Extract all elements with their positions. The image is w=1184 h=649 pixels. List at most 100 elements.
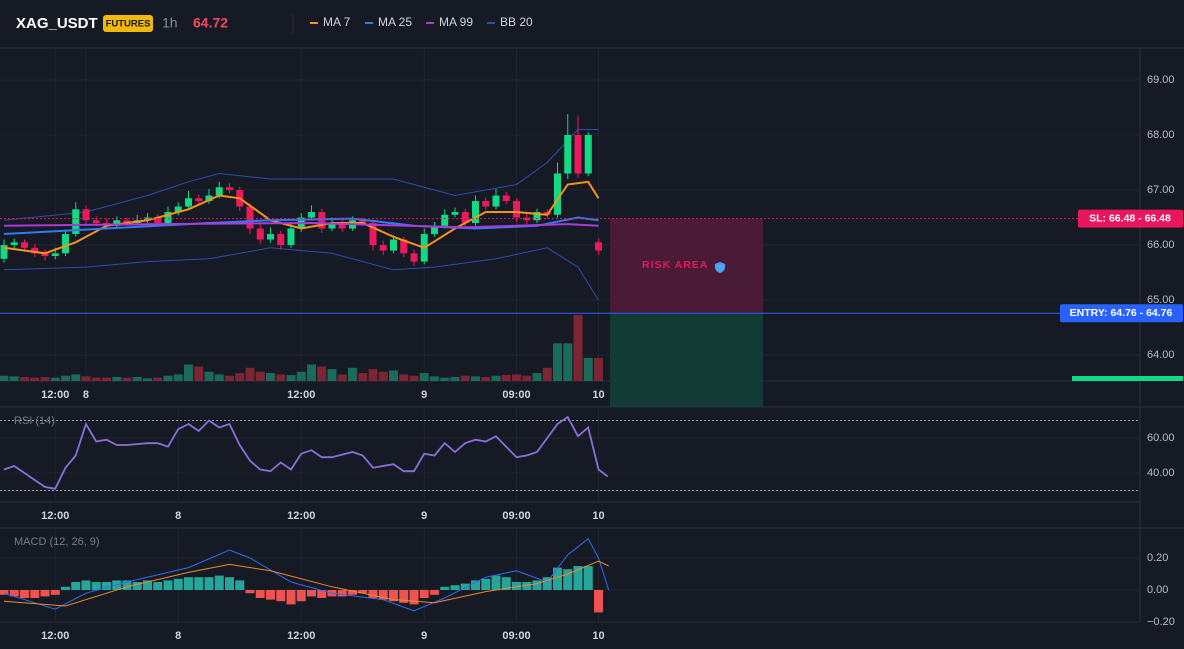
y-tick-label: 67.00 [1147, 184, 1175, 196]
panel-title: MACD (12, 26, 9) [14, 536, 100, 548]
volume-bar [593, 357, 603, 381]
macd-bar [71, 582, 81, 590]
macd-bar [522, 582, 532, 590]
volume-bar [511, 374, 521, 381]
y-tick-label: 66.00 [1147, 239, 1175, 251]
macd-bar [40, 590, 50, 597]
macd-bar [378, 590, 388, 600]
candle-body [594, 242, 602, 251]
candle-body [461, 212, 469, 224]
macd-bar [388, 590, 398, 602]
panel [0, 528, 1140, 622]
y-tick-label: 65.00 [1147, 294, 1175, 306]
macd-bar [235, 580, 245, 590]
macd-bar [60, 586, 70, 590]
macd-bar [122, 580, 132, 590]
volume-bar [101, 377, 111, 381]
candle-body [92, 220, 100, 224]
candle-body [72, 209, 80, 235]
volume-bar [317, 366, 327, 381]
y-tick-label: 68.00 [1147, 129, 1175, 141]
macd-bar [337, 590, 347, 597]
risk-area-label: RISK AREA [642, 259, 708, 271]
interval: 1h [162, 15, 178, 31]
volume-bar [542, 367, 552, 381]
volume-bar [481, 377, 491, 381]
candle-body [400, 239, 408, 254]
x-tick-label: 09:00 [502, 510, 530, 522]
x-tick-label: 10 [592, 389, 604, 401]
macd-bar [501, 577, 511, 590]
volume-bar [224, 375, 234, 381]
candle-body [10, 242, 18, 246]
macd-bar [0, 590, 9, 595]
candle-body [523, 217, 531, 221]
macd-bar [204, 577, 214, 590]
volume-bar [132, 377, 142, 381]
candle-body [184, 198, 192, 207]
x-tick-label: 09:00 [502, 389, 530, 401]
volume-bar [532, 373, 542, 381]
volume-bar [368, 369, 378, 381]
macd-bar [481, 578, 491, 590]
volume-bar [0, 375, 9, 381]
x-tick-label: 12:00 [287, 510, 315, 522]
x-tick-label: 12:00 [287, 389, 315, 401]
volume-bar [419, 373, 429, 381]
candle-body [338, 223, 346, 229]
volume-bar [460, 375, 470, 381]
macd-bar [224, 577, 234, 590]
macd-bar [573, 566, 583, 590]
macd-bar [245, 590, 255, 594]
candle-body [266, 234, 274, 240]
x-tick-label: 12:00 [41, 630, 69, 642]
macd-bar [358, 590, 368, 594]
candle-body [154, 217, 162, 224]
candle-body [205, 195, 213, 202]
x-tick-label: 9 [421, 630, 427, 642]
entry-label-bg [1060, 304, 1183, 323]
panel-title: RSI (14) [14, 415, 55, 427]
volume-bar [30, 377, 40, 381]
sl-label-bg [1078, 209, 1183, 228]
macd-bar [91, 582, 101, 590]
macd-bar [409, 590, 419, 605]
volume-bar [235, 373, 245, 381]
sl-label: SL: 66.48 - 66.48 [1089, 212, 1171, 224]
macd-bar [276, 590, 286, 602]
volume-bar [306, 364, 316, 381]
volume-bar [153, 377, 163, 381]
macd-bar [563, 569, 573, 590]
macd-bar [450, 585, 460, 590]
candle-body [369, 223, 377, 246]
macd-bar [317, 590, 327, 598]
candle-body [215, 187, 223, 196]
shield-icon [715, 262, 725, 273]
x-tick-label: 9 [421, 510, 427, 522]
candle-body [533, 212, 541, 221]
y-tick-label: 64.00 [1147, 349, 1175, 361]
x-tick-label: 8 [175, 510, 181, 522]
candle-body [379, 245, 387, 251]
candle-body [164, 212, 172, 224]
candle-body [359, 220, 367, 224]
volume-bar [563, 343, 573, 381]
macd-bar [183, 577, 193, 590]
volume-bar [60, 375, 70, 381]
risk-area [610, 218, 763, 314]
volume-bar [71, 374, 81, 381]
candle-body [61, 234, 69, 254]
badge: FUTURES [106, 19, 151, 30]
macd-bar [214, 575, 224, 590]
volume-bar [173, 374, 183, 381]
candle-body [256, 228, 264, 240]
volume-bar [409, 375, 419, 381]
macd-bar [583, 566, 593, 590]
x-tick-label: 12:00 [41, 389, 69, 401]
macd-bar [532, 580, 542, 590]
macd-bar [429, 590, 439, 595]
volume-bar [522, 375, 532, 381]
macd-bar [9, 590, 19, 597]
